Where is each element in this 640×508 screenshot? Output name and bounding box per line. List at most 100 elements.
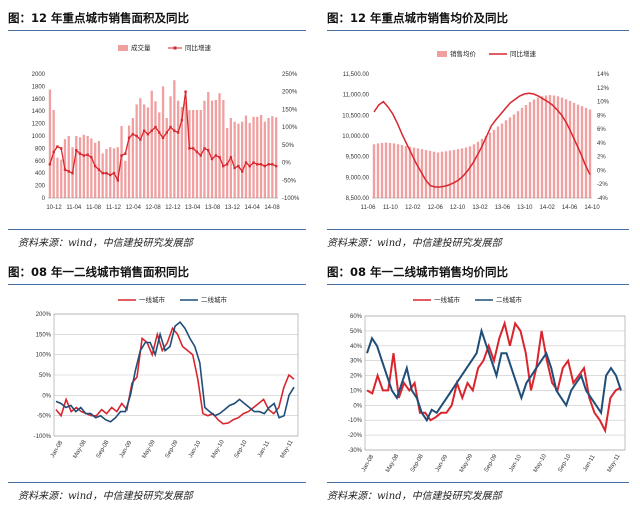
bar	[412, 147, 416, 198]
plot-frame	[53, 313, 299, 437]
y-tick-label: 40%	[350, 344, 363, 350]
bar	[180, 106, 183, 198]
x-tick-label: Sep-08	[410, 453, 425, 473]
y-right-tick-label: 0%	[282, 161, 291, 167]
bar	[177, 100, 180, 198]
bar	[520, 107, 524, 198]
bar	[244, 115, 248, 198]
bar	[184, 101, 187, 198]
x-tick-label: Sep-08	[96, 439, 111, 459]
x-tick-label: May-08	[73, 439, 89, 460]
y-tick-label: -30%	[348, 448, 363, 454]
bar	[207, 92, 210, 198]
bar	[161, 86, 165, 198]
line-point	[214, 154, 217, 157]
legend-tier1-label: 一线城市	[139, 295, 166, 304]
bar	[267, 118, 270, 198]
legend-tier2-label: 二线城市	[496, 295, 523, 304]
bar	[82, 134, 85, 198]
x-tick-label: 12-10	[450, 205, 466, 211]
x-tick-label: 11-04	[66, 205, 82, 211]
plot-frame	[364, 315, 626, 451]
x-tick-label: Jan-11	[257, 440, 271, 459]
bar	[444, 151, 448, 198]
line-point	[244, 161, 248, 164]
legend-tier1-label: 一线城市	[434, 295, 461, 304]
y-tick-label: 150%	[36, 332, 52, 338]
y-left-tick-label: 1400	[32, 109, 46, 115]
line-point	[259, 163, 263, 166]
line-point	[78, 152, 82, 155]
y-tick-label: -100%	[34, 434, 52, 440]
bar	[248, 123, 251, 198]
bar	[492, 129, 496, 198]
x-tick-label: May-09	[459, 453, 475, 474]
line-point	[203, 147, 206, 150]
x-tick-label: 14-02	[540, 205, 556, 211]
x-tick-label: May-11	[607, 453, 622, 474]
x-tick-label: Sep-10	[557, 453, 572, 473]
x-tick-label: 12-04	[126, 205, 142, 211]
sales-area-yoy-chart-2008: -100% -50% 0% 50% 100% 150% 200% Jan-08 May-08 Se…	[34, 295, 299, 460]
bar	[456, 149, 460, 198]
bar	[143, 104, 146, 198]
y-right-tick-label: 100%	[282, 125, 298, 131]
bar	[436, 152, 440, 198]
x-tick-label: 13-12	[225, 205, 241, 211]
line-point	[222, 164, 225, 168]
x-tick-label: 12-08	[145, 205, 161, 211]
x-tick-label: Sep-09	[165, 439, 180, 459]
y-right-tick-label: 150%	[282, 107, 298, 113]
line-point	[192, 147, 195, 150]
bar	[400, 145, 404, 198]
source-divider	[327, 229, 629, 230]
bar	[218, 93, 221, 198]
line-point	[158, 131, 161, 134]
line-point	[263, 164, 266, 168]
line-point	[274, 164, 278, 168]
y-left-tick-label: 11,000.00	[343, 93, 370, 99]
bar	[210, 100, 214, 198]
line-point	[63, 168, 67, 171]
bar	[131, 118, 134, 198]
y-left-tick-label: 1200	[32, 122, 46, 128]
bar	[572, 102, 576, 198]
legend-line-marker	[173, 46, 177, 50]
source-note: 资料来源：wind，中信建投研究发展部	[18, 238, 193, 249]
y-left-tick-label: 1600	[32, 97, 46, 103]
line-point	[154, 125, 157, 129]
x-tick-label: Sep-10	[234, 439, 249, 459]
bar	[124, 160, 127, 198]
y-right-tick-label: 6%	[597, 127, 606, 133]
line-point	[241, 170, 244, 173]
y-left-tick-label: 200	[35, 184, 46, 190]
y-left-tick-label: 10,000.00	[342, 134, 369, 140]
bar	[568, 100, 572, 198]
x-tick-label: 13-10	[517, 205, 533, 211]
y-left-tick-label: 9,000.00	[346, 175, 370, 181]
y-right-tick-label: 50%	[282, 143, 295, 149]
line-point	[52, 150, 55, 154]
line-point	[195, 150, 199, 154]
y-right-tick-label: -50%	[282, 178, 297, 184]
bar	[101, 153, 104, 198]
x-tick-label: May-10	[533, 453, 549, 474]
x-tick-label: 14-04	[245, 205, 261, 211]
bar	[428, 150, 432, 198]
line-point	[248, 164, 251, 168]
y-tick-label: 0%	[42, 393, 51, 399]
bar	[536, 97, 540, 198]
bar	[372, 144, 376, 198]
title-divider	[327, 284, 629, 285]
bar	[396, 144, 400, 198]
source-divider	[8, 229, 306, 230]
x-tick-label: May-10	[211, 439, 227, 460]
y-tick-label: 60%	[350, 314, 363, 320]
x-tick-label: Jan-10	[188, 439, 203, 458]
line-point	[112, 172, 116, 175]
bar	[472, 144, 476, 198]
source-note: 资料来源：wind，中信建投研究发展部	[327, 491, 502, 502]
y-tick-label: 200%	[36, 312, 52, 318]
series-line-tier2	[366, 327, 622, 423]
line-point	[105, 172, 108, 175]
